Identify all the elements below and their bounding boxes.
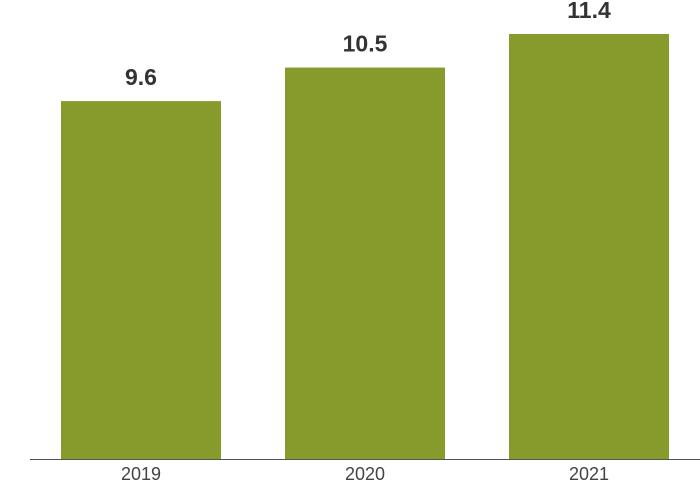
bar bbox=[285, 67, 445, 459]
bar bbox=[61, 101, 221, 460]
x-tick-label: 2019 bbox=[121, 464, 161, 484]
value-label: 9.6 bbox=[125, 64, 157, 90]
value-label: 10.5 bbox=[343, 31, 388, 57]
bar bbox=[509, 34, 669, 459]
value-label: 11.4 bbox=[567, 0, 611, 23]
x-tick-label: 2020 bbox=[345, 464, 385, 484]
x-tick-label: 2021 bbox=[569, 464, 609, 484]
